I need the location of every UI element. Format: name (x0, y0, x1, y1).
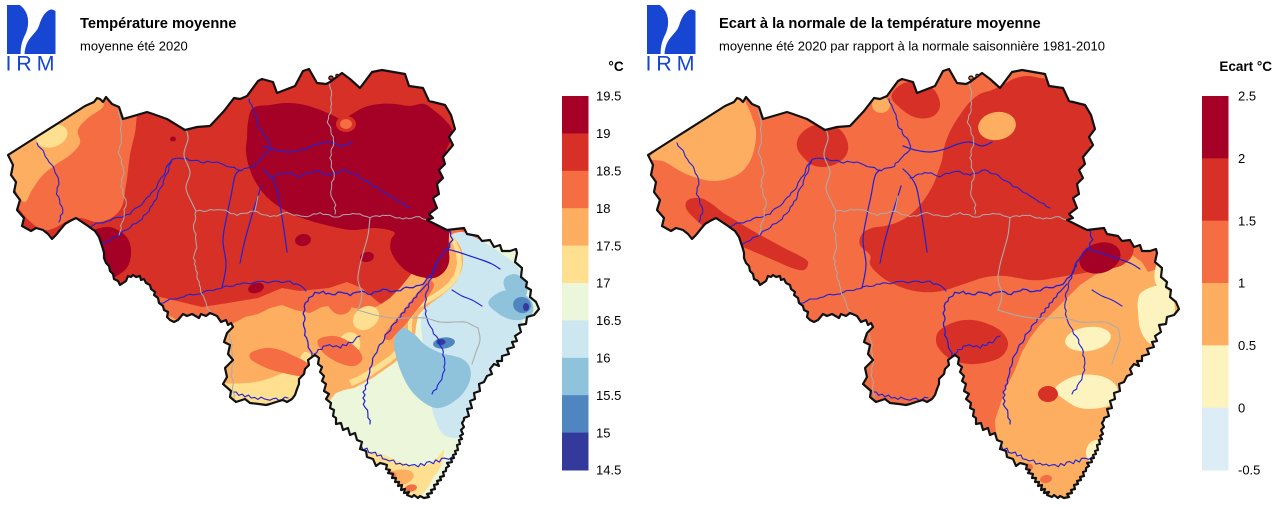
svg-text:15.5: 15.5 (596, 388, 621, 403)
svg-text:2: 2 (1238, 151, 1245, 166)
svg-text:18.5: 18.5 (596, 164, 621, 179)
svg-text:1: 1 (1238, 276, 1245, 291)
svg-text:18: 18 (596, 201, 610, 216)
svg-text:0: 0 (1238, 400, 1245, 415)
svg-text:2.5: 2.5 (1238, 89, 1256, 104)
svg-text:0.5: 0.5 (1238, 338, 1256, 353)
svg-text:16: 16 (596, 351, 610, 366)
svg-text:Température moyenne: Température moyenne (80, 16, 236, 32)
svg-text:1.5: 1.5 (1238, 213, 1256, 228)
svg-text:19.5: 19.5 (596, 89, 621, 104)
svg-text:IRM: IRM (646, 52, 700, 76)
svg-text:Ecart à la normale de la tempé: Ecart à la normale de la température moy… (719, 16, 1041, 32)
svg-text:IRM: IRM (6, 52, 60, 76)
svg-text:17.5: 17.5 (596, 238, 621, 253)
svg-text:14.5: 14.5 (596, 463, 621, 478)
svg-text:°C: °C (608, 59, 623, 74)
svg-text:moyenne été 2020 par rapport à: moyenne été 2020 par rapport à la normal… (719, 39, 1105, 54)
svg-text:17: 17 (596, 276, 610, 291)
svg-text:Ecart °C: Ecart °C (1219, 59, 1272, 74)
svg-text:19: 19 (596, 126, 610, 141)
svg-text:-0.5: -0.5 (1238, 463, 1260, 478)
svg-text:16.5: 16.5 (596, 313, 621, 328)
svg-text:15: 15 (596, 425, 610, 440)
svg-text:moyenne été 2020: moyenne été 2020 (80, 39, 188, 54)
